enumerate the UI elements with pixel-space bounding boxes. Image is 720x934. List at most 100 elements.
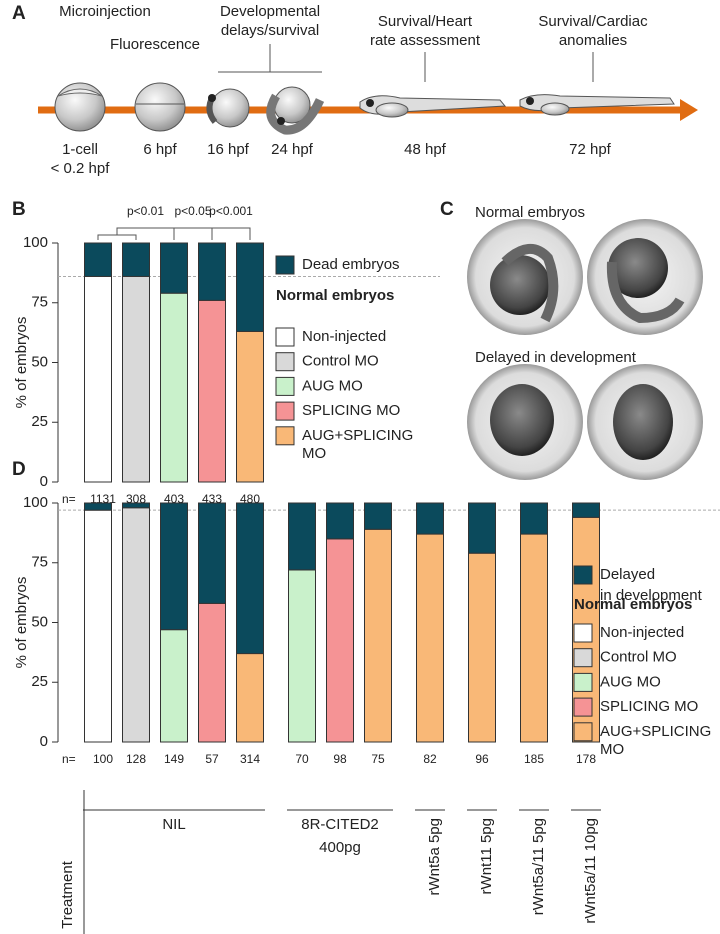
legend-swatch bbox=[275, 327, 295, 347]
step-label: rate assessment bbox=[370, 32, 481, 49]
legend-label: in development bbox=[600, 587, 703, 604]
embryo-photo bbox=[490, 255, 550, 315]
bar-segment bbox=[198, 299, 226, 483]
legend-swatch bbox=[573, 648, 593, 668]
panel-label: B bbox=[12, 199, 26, 220]
y-tick-label: 50 bbox=[31, 353, 48, 370]
bar-segment bbox=[468, 502, 496, 554]
legend-label: Dead embryos bbox=[302, 256, 400, 273]
bracket bbox=[211, 227, 251, 240]
y-axis-label: % of embryos bbox=[13, 317, 30, 409]
legend-label: Non-injected bbox=[600, 624, 684, 641]
legend-swatch bbox=[573, 697, 593, 717]
n-label: 178 bbox=[576, 752, 596, 766]
bar-segment bbox=[84, 502, 112, 511]
legend-swatch bbox=[573, 623, 593, 643]
legend-label: AUG+SPLICING bbox=[600, 723, 711, 740]
bar-segment bbox=[160, 292, 188, 483]
embryo-photos bbox=[467, 219, 703, 480]
y-tick-label: 50 bbox=[31, 613, 48, 630]
embryo bbox=[134, 82, 186, 132]
bar-segment bbox=[198, 242, 226, 301]
bar-segment bbox=[520, 533, 548, 743]
embryo-photo bbox=[613, 384, 673, 460]
time-label: 72 hpf bbox=[569, 141, 612, 158]
group-label: 8R-CITED2 bbox=[301, 816, 379, 833]
bracket bbox=[173, 227, 213, 240]
embryo bbox=[210, 88, 250, 128]
step-label: delays/survival bbox=[221, 22, 319, 39]
y-axis-label: % of embryos bbox=[13, 577, 30, 669]
y-tick-label: 25 bbox=[31, 673, 48, 690]
time-label: 1-cell bbox=[62, 141, 98, 158]
n-label: 100 bbox=[93, 752, 113, 766]
legend-label: AUG+SPLICING bbox=[302, 427, 413, 444]
legend-swatch bbox=[573, 722, 593, 742]
bar-segment bbox=[288, 569, 316, 743]
legend-swatch bbox=[573, 672, 593, 692]
legend-label: Control MO bbox=[302, 353, 379, 370]
embryo-photo bbox=[608, 238, 668, 298]
step-label: anomalies bbox=[559, 32, 627, 49]
arrow-head bbox=[680, 99, 698, 121]
n-prefix: n= bbox=[62, 492, 76, 506]
caption: Delayed in development bbox=[475, 349, 637, 366]
bar-segment bbox=[326, 502, 354, 540]
n-label: 82 bbox=[423, 752, 437, 766]
panel-label: C bbox=[440, 199, 454, 220]
bar-segment bbox=[416, 502, 444, 535]
n-label: 149 bbox=[164, 752, 184, 766]
embryo bbox=[366, 99, 374, 107]
p-value: p<0.05 bbox=[174, 204, 211, 218]
time-label: 6 hpf bbox=[143, 141, 177, 158]
n-label: 98 bbox=[333, 752, 347, 766]
embryo-photo bbox=[490, 384, 554, 456]
bar-segment bbox=[160, 629, 188, 743]
bar-segment bbox=[416, 533, 444, 743]
bar-segment bbox=[198, 602, 226, 743]
bar-segment bbox=[288, 502, 316, 571]
legend-label: MO bbox=[302, 445, 326, 462]
legend-label: Control MO bbox=[600, 649, 677, 666]
bar-segment bbox=[198, 502, 226, 604]
treatment-label: Treatment bbox=[59, 860, 76, 929]
bar-segment bbox=[520, 502, 548, 535]
legend-label: SPLICING MO bbox=[302, 402, 400, 419]
time-label: 48 hpf bbox=[404, 141, 447, 158]
n-label: 70 bbox=[295, 752, 309, 766]
embryo bbox=[54, 82, 106, 132]
bar-segment bbox=[468, 552, 496, 743]
group-label: rWnt11 5pg bbox=[478, 818, 495, 894]
legend-title: Normal embryos bbox=[574, 596, 692, 613]
legend-swatch bbox=[275, 426, 295, 446]
embryo bbox=[208, 94, 216, 102]
panel-label: A bbox=[12, 3, 26, 24]
legend-swatch bbox=[275, 401, 295, 421]
p-value: p<0.001 bbox=[209, 204, 253, 218]
bar-segment bbox=[84, 275, 112, 483]
n-label: 57 bbox=[205, 752, 219, 766]
n-label: 96 bbox=[475, 752, 489, 766]
y-tick-label: 100 bbox=[23, 494, 48, 511]
bar-segment bbox=[122, 507, 150, 743]
legend-label: SPLICING MO bbox=[600, 698, 698, 715]
y-tick-label: 75 bbox=[31, 554, 48, 571]
embryo bbox=[266, 93, 325, 135]
group-label: rWnt5a 5pg bbox=[426, 818, 443, 896]
embryo bbox=[277, 117, 285, 125]
bar-segment bbox=[160, 242, 188, 294]
legend-swatch bbox=[275, 376, 295, 396]
legend-label: AUG MO bbox=[600, 673, 661, 690]
y-tick-label: 100 bbox=[23, 234, 48, 251]
legend-label: AUG MO bbox=[302, 377, 363, 394]
embryo-photo bbox=[606, 261, 685, 324]
legend-title: Normal embryos bbox=[276, 287, 394, 304]
bar-segment bbox=[326, 538, 354, 743]
bar-segment bbox=[122, 502, 150, 509]
group-label: rWnt5a/11 5pg bbox=[530, 818, 547, 915]
step-label: Survival/Cardiac bbox=[538, 13, 648, 30]
step-label: Fluorescence bbox=[110, 36, 200, 53]
embryo bbox=[540, 102, 570, 116]
legend-swatch bbox=[275, 255, 295, 275]
